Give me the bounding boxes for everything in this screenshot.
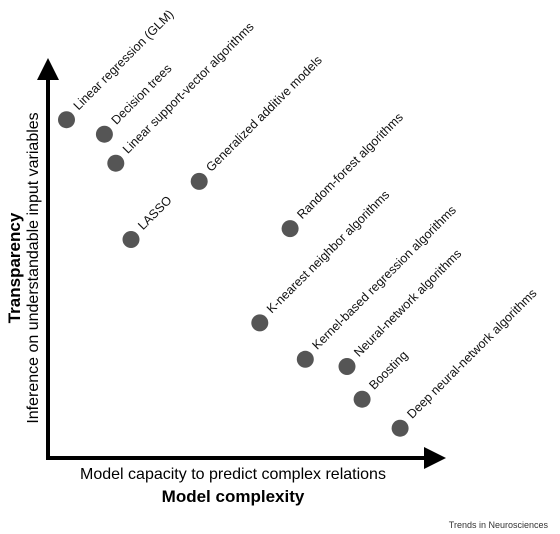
- data-point-marker: [338, 358, 356, 375]
- data-point-group: Deep neural-network algorithms: [391, 286, 540, 437]
- data-point-label: LASSO: [135, 193, 175, 233]
- data-point-group: K-nearest neighbor algorithms: [251, 188, 392, 332]
- data-point-marker: [391, 419, 409, 437]
- data-point-marker: [296, 350, 314, 368]
- y-axis-title: Transparency: [5, 212, 24, 323]
- data-point-group: LASSO: [122, 193, 175, 248]
- data-point-label: Deep neural-network algorithms: [404, 286, 539, 421]
- data-point-marker: [107, 154, 125, 172]
- data-point-label: Random-forest algorithms: [294, 110, 406, 222]
- data-point-marker: [58, 111, 75, 129]
- data-point-marker: [251, 314, 269, 332]
- y-axis-arrowhead: [37, 58, 59, 80]
- data-point-marker: [95, 125, 113, 143]
- data-point-label: Generalized additive models: [203, 53, 324, 174]
- data-point-label: Boosting: [366, 348, 410, 392]
- journal-footer: Trends in Neurosciences: [449, 520, 549, 530]
- data-point-marker: [281, 220, 299, 238]
- data-point-marker: [122, 231, 140, 248]
- data-point-group: Random-forest algorithms: [281, 110, 406, 238]
- y-axis-subtitle: Inference on understandable input variab…: [25, 112, 42, 423]
- x-axis-subtitle: Model capacity to predict complex relati…: [80, 466, 386, 483]
- data-point-marker: [353, 390, 371, 408]
- axes: [37, 58, 446, 469]
- x-axis-arrowhead: [424, 447, 446, 469]
- data-point-label: Linear regression (GLM): [71, 7, 177, 113]
- x-axis-title: Model complexity: [162, 487, 305, 506]
- data-point-marker: [190, 172, 208, 190]
- points-layer: Linear regression (GLM)Decision treesLin…: [58, 7, 540, 437]
